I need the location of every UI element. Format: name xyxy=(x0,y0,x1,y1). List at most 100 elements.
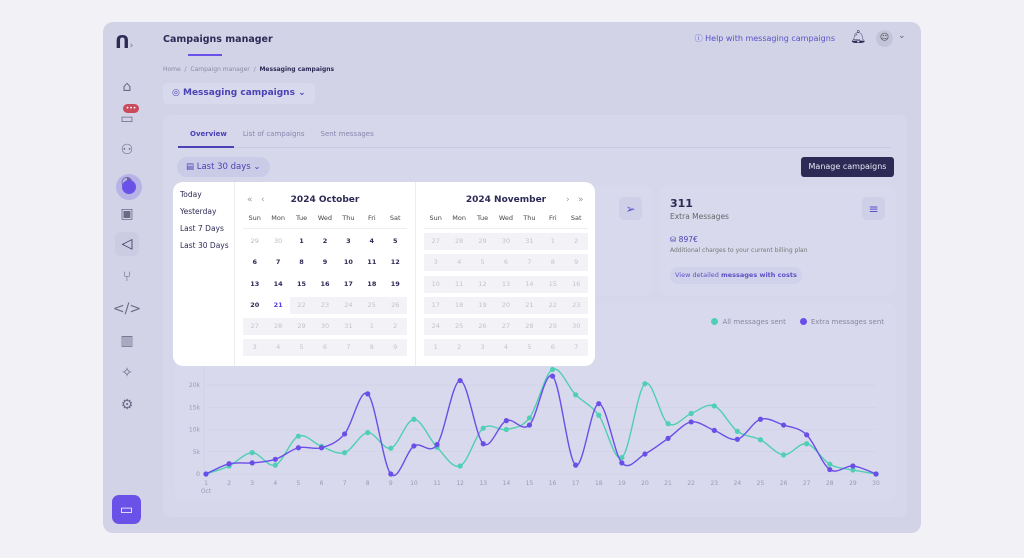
avatar[interactable]: ☺ xyxy=(876,30,893,47)
day-cell[interactable]: 10 xyxy=(343,258,353,267)
day-cell[interactable]: 11 xyxy=(367,258,377,267)
x-tick-label: 3 xyxy=(250,480,254,487)
conversations-icon[interactable]: ▭ xyxy=(120,111,134,127)
logo[interactable]: ᑎ› xyxy=(115,32,134,53)
bell-icon[interactable]: 🔔︎ xyxy=(850,30,867,45)
campaigns-icon[interactable]: ◁ xyxy=(115,232,139,256)
organization-icon[interactable]: ▥ xyxy=(120,333,134,349)
help-link[interactable]: ⓘ Help with messaging campaigns xyxy=(695,33,835,44)
x-tick-label: 11 xyxy=(433,480,441,487)
prev-month-icon[interactable]: ‹ xyxy=(261,195,265,205)
prev-year-icon[interactable]: « xyxy=(247,195,253,205)
tab-overview[interactable]: Overview xyxy=(190,130,227,138)
day-cell: 9 xyxy=(383,339,407,357)
day-cell: 6 xyxy=(494,254,518,272)
day-cell[interactable]: 12 xyxy=(390,258,400,267)
day-cell[interactable]: 7 xyxy=(275,258,281,267)
link-prefix: View detailed xyxy=(675,271,721,279)
page-title: Campaigns manager xyxy=(163,34,273,45)
dropdown-label: Messaging campaigns xyxy=(183,88,295,98)
day-cell-today[interactable]: 21 xyxy=(273,300,283,309)
tab-sent-messages[interactable]: Sent messages xyxy=(320,130,374,138)
x-tick-label: 10 xyxy=(410,480,418,487)
day-cell: 1 xyxy=(424,339,448,357)
day-cell: 11 xyxy=(447,275,471,293)
data-point xyxy=(203,471,209,477)
day-cell[interactable]: 19 xyxy=(390,279,400,288)
week-row: 27 28 29 30 31 1 2 xyxy=(424,233,588,250)
preset-last-7-days[interactable]: Last 7 Days xyxy=(180,224,224,233)
data-point xyxy=(365,430,371,436)
chevron-down-icon[interactable]: ⌄ xyxy=(898,31,906,41)
data-point xyxy=(342,450,348,456)
day-cell: 20 xyxy=(494,296,518,314)
next-year-icon[interactable]: » xyxy=(578,195,584,205)
day-cell[interactable]: 20 xyxy=(250,300,260,309)
day-cell[interactable]: 16 xyxy=(320,279,330,288)
x-tick-label: 18 xyxy=(595,480,603,487)
flows-icon[interactable]: ⑂ xyxy=(122,269,132,285)
day-cell[interactable]: 15 xyxy=(297,279,307,288)
data-point xyxy=(573,392,579,398)
data-point xyxy=(503,426,509,433)
data-point xyxy=(804,432,810,438)
weekday-label: Sun xyxy=(429,214,442,222)
ai-sparkle-icon[interactable]: ✧ xyxy=(121,365,133,381)
date-range-button[interactable]: ▤ Last 30 days ⌄ xyxy=(177,157,270,177)
day-cell[interactable]: 8 xyxy=(299,258,304,267)
day-cell[interactable]: 2 xyxy=(322,237,328,245)
data-point xyxy=(734,428,740,434)
data-point xyxy=(827,461,833,467)
preset-today[interactable]: Today xyxy=(180,190,202,199)
day-cell: 29 xyxy=(289,318,314,336)
tab-bar: Overview List of campaigns Sent messages xyxy=(190,130,374,138)
home-icon[interactable]: ⌂ xyxy=(122,79,132,95)
x-tick-label: 20 xyxy=(641,480,649,487)
contacts-icon[interactable]: ⚇ xyxy=(120,142,134,158)
cost-note: Additional charges to your current billi… xyxy=(670,247,808,254)
x-tick-label: 23 xyxy=(710,480,718,487)
day-cell[interactable]: 18 xyxy=(367,279,377,288)
data-point xyxy=(549,366,556,373)
day-cell: 2 xyxy=(383,318,407,336)
day-cell[interactable]: 5 xyxy=(392,237,398,245)
month-november: 2024 November › » Sun Mon Tue Wed Thu Fri Sat 2… xyxy=(415,182,595,366)
day-cell[interactable]: 6 xyxy=(252,258,257,267)
manage-campaigns-button[interactable]: Manage campaigns xyxy=(801,157,894,177)
breadcrumb-home[interactable]: Home xyxy=(163,66,181,73)
data-point xyxy=(226,461,232,467)
data-point xyxy=(780,452,787,458)
day-cell[interactable]: 4 xyxy=(369,237,375,245)
day-cell: 3 xyxy=(424,254,448,272)
x-tick-label: 16 xyxy=(549,480,557,487)
day-cell[interactable]: 9 xyxy=(322,258,328,267)
day-cell[interactable]: 1 xyxy=(299,237,304,245)
settings-icon[interactable]: ⚙ xyxy=(120,397,134,413)
day-cell[interactable]: 14 xyxy=(273,279,283,288)
data-point xyxy=(711,403,717,409)
day-cell: 15 xyxy=(541,275,565,293)
day-cell: 16 xyxy=(564,275,588,293)
data-point xyxy=(480,441,486,447)
preset-last-30-days[interactable]: Last 30 Days xyxy=(180,241,229,250)
day-cell[interactable]: 3 xyxy=(346,237,351,245)
day-cell: 5 xyxy=(517,339,542,357)
bot-icon[interactable]: ▣ xyxy=(120,206,134,222)
tab-list-of-campaigns[interactable]: List of campaigns xyxy=(242,130,305,138)
chat-button[interactable]: ▭ xyxy=(112,495,141,524)
weekday-label: Sat xyxy=(570,214,582,222)
weekday-label: Thu xyxy=(342,214,355,222)
next-month-icon[interactable]: › xyxy=(566,195,570,205)
preset-yesterday[interactable]: Yesterday xyxy=(180,207,217,216)
x-sublabel: Oct xyxy=(201,488,212,495)
view-costs-link[interactable]: View detailed messages with costs xyxy=(670,267,802,284)
developers-icon[interactable]: </> xyxy=(112,301,142,317)
day-cell[interactable]: 17 xyxy=(343,279,353,288)
list-add-icon[interactable]: ≡ xyxy=(862,197,885,220)
day-cell[interactable]: 13 xyxy=(250,279,260,288)
breadcrumb-parent[interactable]: Campaign manager xyxy=(190,66,250,73)
legend-all: All messages sent xyxy=(711,318,786,326)
data-point xyxy=(388,471,394,477)
link-bold: messages with costs xyxy=(720,271,797,279)
campaign-type-dropdown[interactable]: ◎ Messaging campaigns ⌄ xyxy=(163,83,315,104)
